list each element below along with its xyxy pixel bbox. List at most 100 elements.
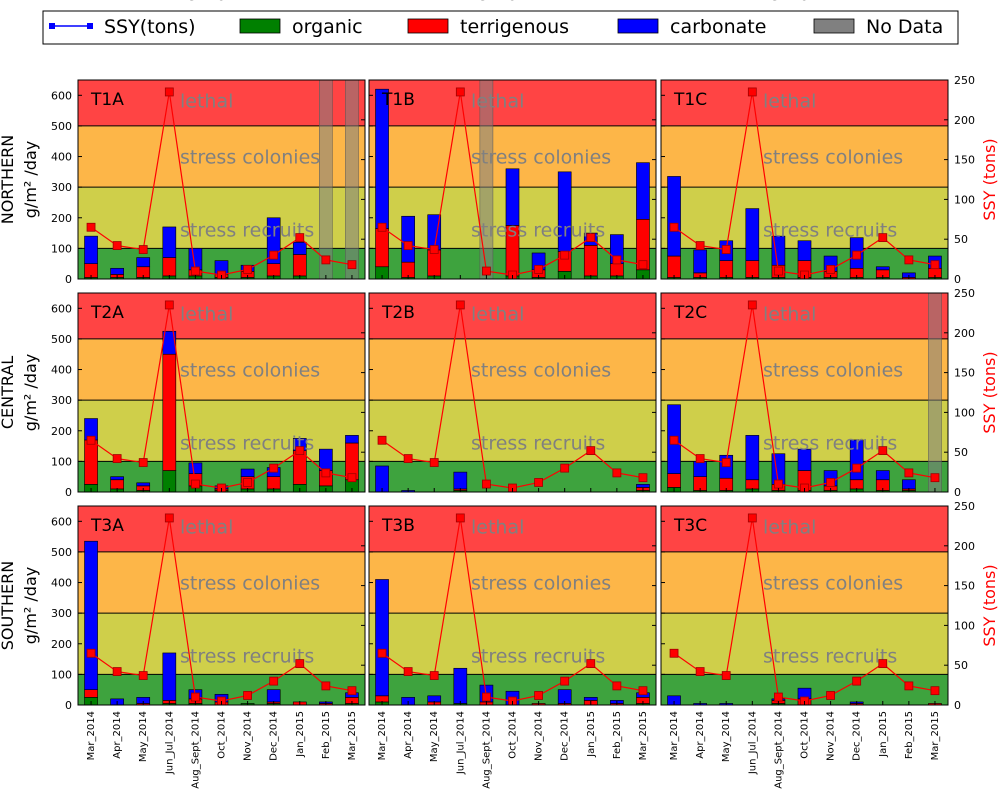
- ssy-marker: [482, 479, 491, 489]
- x-tick-label: Feb_2015: [321, 711, 332, 759]
- bar-segment-terrigenous: [745, 260, 760, 278]
- zone-label: stress recruits: [471, 219, 605, 241]
- ssy-marker: [403, 241, 413, 250]
- zone-label: stress recruits: [763, 219, 897, 241]
- zone-label: stress colonies: [180, 360, 320, 382]
- x-tick-label: May_2014: [138, 711, 149, 762]
- bar-segment-terrigenous: [266, 476, 281, 490]
- ssy-marker: [586, 233, 596, 243]
- y-tick-label: 0: [65, 273, 72, 286]
- y-tick-label: 500: [51, 120, 72, 133]
- bar-segment-terrigenous: [849, 479, 864, 490]
- zone-label: lethal: [763, 304, 816, 326]
- bar-segment-carbonate: [505, 168, 520, 226]
- bar-segment-terrigenous: [110, 479, 124, 490]
- bar-segment-carbonate: [453, 667, 468, 704]
- ssy-marker: [638, 686, 648, 696]
- legend-patch-swatch: [617, 18, 659, 34]
- bar-segment-carbonate: [162, 226, 177, 258]
- y-tick-label: 200: [51, 212, 72, 225]
- zone-label: stress colonies: [471, 147, 611, 169]
- ssy-marker: [904, 468, 914, 478]
- ssy-marker: [243, 691, 252, 700]
- zone-label: lethal: [180, 91, 233, 113]
- threshold-zone: [78, 551, 365, 614]
- no-data-column: [345, 79, 359, 280]
- ssy-marker: [403, 667, 413, 676]
- zone-label: lethal: [471, 517, 524, 539]
- threshold-zone: [78, 293, 365, 339]
- ssy-marker: [560, 463, 570, 473]
- ssy-marker: [191, 692, 200, 702]
- ssy-marker: [321, 681, 331, 691]
- ssy-marker: [295, 659, 305, 669]
- y2-tick-label: 200: [954, 540, 975, 553]
- ssy-marker: [321, 255, 331, 265]
- bar-segment-carbonate: [84, 540, 98, 690]
- zone-label: stress recruits: [180, 645, 314, 667]
- row-label: SOUTHERN: [0, 561, 17, 650]
- ssy-marker: [695, 454, 705, 463]
- y-tick-label: 300: [51, 607, 72, 620]
- bar-segment-carbonate: [375, 579, 389, 697]
- bar-segment-carbonate: [319, 448, 333, 471]
- bar-segment-carbonate: [693, 461, 707, 477]
- bar-segment-carbonate: [636, 162, 650, 220]
- threshold-zone: [78, 613, 365, 675]
- x-tick-label: Apr_2014: [112, 711, 123, 759]
- ssy-marker: [612, 255, 622, 265]
- ssy-marker: [586, 446, 596, 456]
- right-axis-labels: SSY (tons) SSY (tons) SSY (tons): [980, 138, 999, 646]
- ssy-marker: [904, 681, 914, 691]
- y2-tick-label: 250: [954, 500, 975, 513]
- ssy-marker: [560, 250, 570, 260]
- bar-segment-carbonate: [110, 267, 124, 275]
- panel-T2C: stress recruits stress colonies lethal leth…: [660, 0, 975, 499]
- x-tick-label: Mar_2015: [638, 711, 649, 760]
- panel-title: T1A: [90, 90, 124, 110]
- threshold-zone: [78, 338, 365, 401]
- threshold-zone: [369, 400, 656, 462]
- panel-title: T2B: [381, 303, 415, 323]
- ssy-marker: [429, 458, 439, 467]
- bar-segment-carbonate: [188, 248, 203, 271]
- no-data-column: [319, 79, 333, 280]
- x-tick-label: Jan_2015: [878, 711, 889, 758]
- legend-marker-swatch: [87, 23, 93, 29]
- threshold-zone: [661, 506, 948, 552]
- ssy-marker: [669, 648, 679, 658]
- ssy-marker: [377, 222, 387, 232]
- ssy-marker: [138, 458, 148, 467]
- y-tick-label: 300: [51, 181, 72, 194]
- ssy-marker: [191, 479, 200, 489]
- bar-segment-carbonate: [875, 470, 890, 481]
- threshold-zone: [661, 125, 948, 188]
- y2-tick-label: 200: [954, 327, 975, 340]
- bar-segment-terrigenous: [375, 228, 389, 268]
- zone-label: stress colonies: [763, 573, 903, 595]
- threshold-zone: [369, 80, 656, 126]
- ssy-marker: [878, 233, 888, 243]
- x-tick-label: Apr_2014: [403, 711, 414, 759]
- ssy-marker: [534, 691, 543, 700]
- ssy-marker: [826, 691, 835, 700]
- y2-tick-label: 250: [954, 74, 975, 87]
- ssy-marker: [138, 671, 148, 680]
- bar-segment-terrigenous: [84, 439, 98, 485]
- bar-segment-carbonate: [771, 235, 786, 266]
- ssy-marker: [482, 266, 491, 276]
- ssy-marker: [534, 265, 543, 274]
- ssy-marker: [295, 233, 305, 243]
- x-tick-label: Oct_2014: [508, 711, 519, 759]
- row-label: NORTHERN: [0, 135, 17, 225]
- bar-segment-terrigenous: [745, 479, 760, 490]
- ssy-marker: [86, 648, 96, 658]
- y-axis-unit-label: g/m² /day: [21, 567, 40, 644]
- x-tick-label: Feb_2015: [904, 711, 915, 759]
- x-tick-label: Mar_2014: [86, 711, 97, 760]
- ssy-marker: [852, 250, 862, 260]
- zone-label: lethal: [763, 0, 816, 5]
- row-label: CENTRAL: [0, 356, 17, 429]
- ssy-marker: [586, 659, 596, 669]
